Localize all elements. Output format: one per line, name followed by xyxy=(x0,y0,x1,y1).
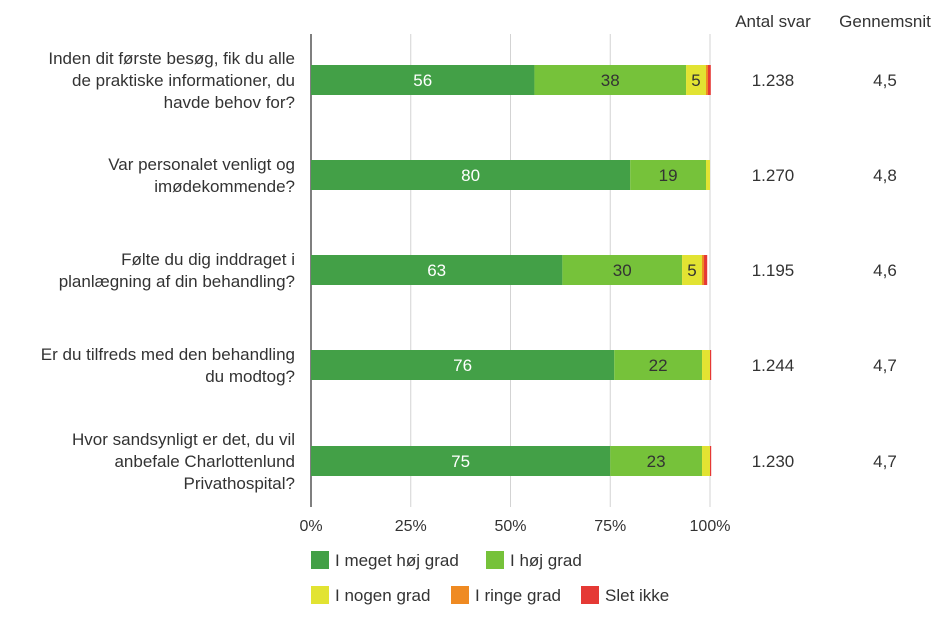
bar-segment xyxy=(534,65,687,95)
antal-svar-value: 1.244 xyxy=(752,356,795,375)
question-label: havde behov for? xyxy=(164,93,295,112)
legend-swatch xyxy=(581,586,599,604)
col-header-gennemsnit: Gennemsnit xyxy=(839,12,931,31)
bar-segment xyxy=(311,65,535,95)
gennemsnit-value: 4,5 xyxy=(873,71,897,90)
legend-label: I høj grad xyxy=(510,551,582,570)
bar-segment xyxy=(311,446,611,476)
question-label: Privathospital? xyxy=(183,474,295,493)
question-label: Var personalet venligt og xyxy=(108,155,295,174)
bar-segment xyxy=(702,255,705,285)
legend-swatch xyxy=(311,551,329,569)
data-label: 63 xyxy=(427,261,446,280)
bar-segment xyxy=(706,160,710,190)
question-label: Hvor sandsynligt er det, du vil xyxy=(72,430,295,449)
bar-segment xyxy=(702,446,710,476)
legend-swatch xyxy=(451,586,469,604)
question-label: anbefale Charlottenlund xyxy=(114,452,295,471)
bar-segment xyxy=(614,350,703,380)
bar-segment xyxy=(562,255,683,285)
data-label: 5 xyxy=(691,71,700,90)
data-label: 30 xyxy=(613,261,632,280)
gennemsnit-value: 4,8 xyxy=(873,166,897,185)
gennemsnit-value: 4,7 xyxy=(873,356,897,375)
data-label: 38 xyxy=(601,71,620,90)
question-label: planlægning af din behandling? xyxy=(59,272,295,291)
data-label: 5 xyxy=(687,261,696,280)
legend-swatch xyxy=(486,551,504,569)
bar-segment xyxy=(311,160,631,190)
x-tick-label: 0% xyxy=(299,518,322,535)
x-tick-label: 100% xyxy=(690,518,731,535)
data-label: 23 xyxy=(647,452,666,471)
legend-label: I meget høj grad xyxy=(335,551,459,570)
data-label: 80 xyxy=(461,166,480,185)
legend-label: Slet ikke xyxy=(605,586,669,605)
gennemsnit-value: 4,6 xyxy=(873,261,897,280)
bar-segment xyxy=(710,350,712,380)
gennemsnit-value: 4,7 xyxy=(873,452,897,471)
question-label: de praktiske informationer, du xyxy=(72,71,295,90)
antal-svar-value: 1.195 xyxy=(752,261,795,280)
legend-swatch xyxy=(311,586,329,604)
bar-segment xyxy=(311,350,615,380)
question-label: imødekommende? xyxy=(154,177,295,196)
data-label: 22 xyxy=(649,356,668,375)
bar-segment xyxy=(704,255,708,285)
bar-segment xyxy=(708,65,711,95)
data-label: 19 xyxy=(659,166,678,185)
x-tick-label: 75% xyxy=(594,518,626,535)
bar-segment xyxy=(682,255,703,285)
data-label: 76 xyxy=(453,356,472,375)
bar-segment xyxy=(686,65,707,95)
question-label: Inden dit første besøg, fik du alle xyxy=(48,49,295,68)
question-label: Følte du dig inddraget i xyxy=(121,250,295,269)
antal-svar-value: 1.270 xyxy=(752,166,795,185)
legend-label: I ringe grad xyxy=(475,586,561,605)
bar-segment xyxy=(610,446,703,476)
data-label: 75 xyxy=(451,452,470,471)
legend-label: I nogen grad xyxy=(335,586,430,605)
col-header-antal-svar: Antal svar xyxy=(735,12,811,31)
x-tick-label: 25% xyxy=(395,518,427,535)
bar-segment xyxy=(706,65,709,95)
question-label: Er du tilfreds med den behandling xyxy=(41,345,295,364)
antal-svar-value: 1.230 xyxy=(752,452,795,471)
bar-segment xyxy=(702,350,710,380)
bar-segment xyxy=(630,160,707,190)
data-label: 56 xyxy=(413,71,432,90)
question-label: du modtog? xyxy=(205,367,295,386)
bar-segment xyxy=(311,255,563,285)
bar-segment xyxy=(710,446,712,476)
antal-svar-value: 1.238 xyxy=(752,71,795,90)
x-tick-label: 50% xyxy=(494,518,526,535)
